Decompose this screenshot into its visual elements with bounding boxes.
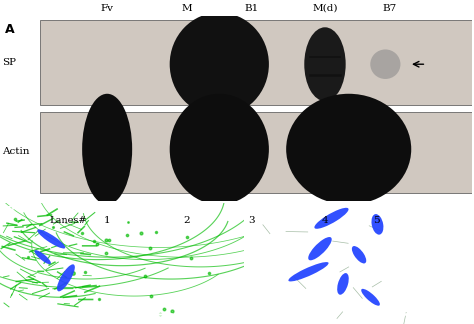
Ellipse shape xyxy=(170,13,269,116)
Text: Fv: Fv xyxy=(100,4,114,13)
Text: 20 μm: 20 μm xyxy=(139,305,159,309)
Text: A: A xyxy=(5,23,14,36)
Text: M: M xyxy=(182,4,192,13)
Ellipse shape xyxy=(35,250,51,264)
Ellipse shape xyxy=(308,237,332,260)
Text: 1: 1 xyxy=(104,216,110,225)
Text: 3: 3 xyxy=(248,216,255,225)
Ellipse shape xyxy=(82,94,132,204)
Text: Lanes#: Lanes# xyxy=(50,216,87,225)
Text: SP: SP xyxy=(2,58,17,67)
Ellipse shape xyxy=(314,208,348,229)
Ellipse shape xyxy=(337,273,349,295)
Ellipse shape xyxy=(304,27,346,101)
Text: 4: 4 xyxy=(322,216,328,225)
Ellipse shape xyxy=(37,229,65,249)
Ellipse shape xyxy=(361,289,380,306)
Ellipse shape xyxy=(57,264,75,291)
Bar xyxy=(40,112,472,193)
Text: B: B xyxy=(7,206,16,216)
Bar xyxy=(40,20,472,105)
Ellipse shape xyxy=(170,94,269,204)
Ellipse shape xyxy=(370,50,401,79)
Text: Actin: Actin xyxy=(2,146,30,156)
Ellipse shape xyxy=(286,94,411,204)
Text: 2: 2 xyxy=(183,216,190,225)
Text: M(d): M(d) xyxy=(312,4,337,13)
Ellipse shape xyxy=(372,214,383,235)
Text: B7: B7 xyxy=(383,4,397,13)
Ellipse shape xyxy=(288,262,328,282)
Text: C: C xyxy=(251,206,259,216)
Ellipse shape xyxy=(352,246,366,263)
Text: 5: 5 xyxy=(374,216,380,225)
Text: B1: B1 xyxy=(245,4,259,13)
